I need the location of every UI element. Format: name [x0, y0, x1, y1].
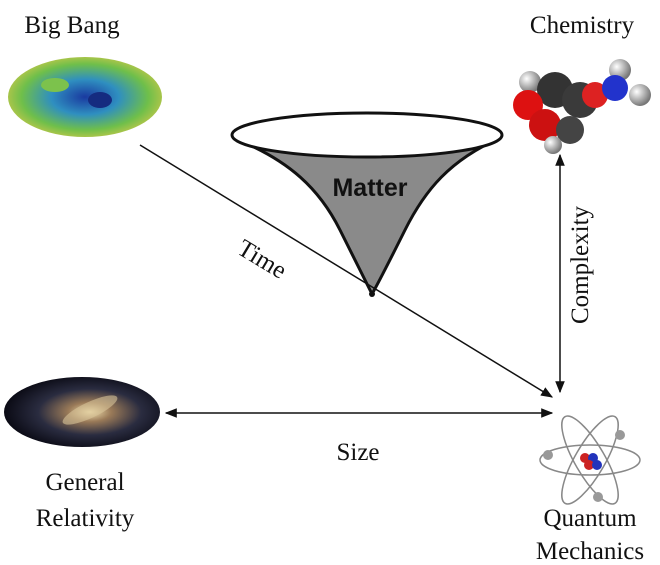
node-label: Mechanics: [536, 538, 644, 565]
diagram: Big Bang Chemistry Matter Time Complexit…: [0, 0, 660, 565]
atom-h: [544, 136, 562, 154]
funnel-tip: [369, 291, 375, 297]
node-label: Big Bang: [24, 12, 120, 39]
cmb-spot: [88, 92, 112, 108]
electron: [615, 430, 625, 440]
funnel-label: Matter: [332, 174, 407, 202]
electron: [593, 492, 603, 502]
funnel-rim: [232, 113, 502, 157]
node-label: Relativity: [36, 505, 135, 532]
node-label: Chemistry: [530, 12, 635, 39]
atom-h: [629, 84, 651, 106]
axis-label: Complexity: [567, 205, 594, 324]
atom-o: [529, 109, 561, 141]
cmb-spot: [41, 78, 69, 92]
nucleon: [592, 460, 602, 470]
atom-n: [602, 75, 628, 101]
node-label: Quantum: [543, 505, 637, 532]
cmb-map: [8, 57, 162, 137]
electron: [543, 450, 553, 460]
axis-label: Time: [233, 235, 291, 285]
molecule: [513, 59, 651, 154]
axis-label: Size: [336, 439, 379, 466]
node-label: General: [45, 469, 124, 496]
